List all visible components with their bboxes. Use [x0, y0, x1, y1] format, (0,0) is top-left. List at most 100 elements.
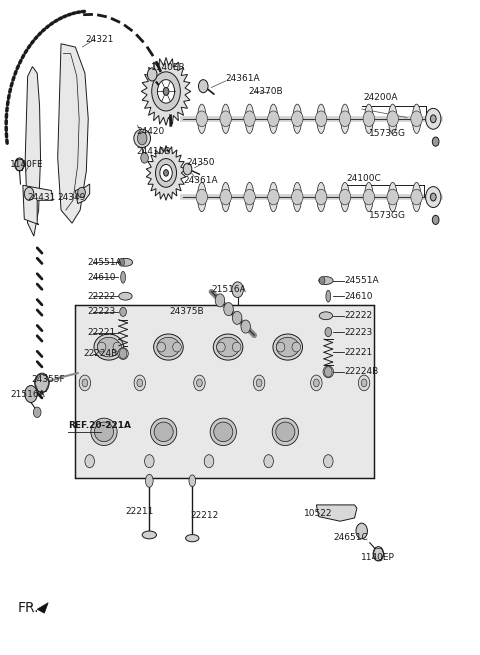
Circle shape	[78, 187, 85, 198]
Text: 21516A: 21516A	[211, 285, 246, 294]
Circle shape	[244, 111, 255, 126]
Ellipse shape	[151, 418, 177, 445]
Text: 24420: 24420	[136, 127, 165, 136]
Ellipse shape	[273, 334, 302, 360]
Circle shape	[411, 189, 422, 205]
Text: 24321: 24321	[85, 35, 113, 44]
Circle shape	[256, 379, 262, 387]
Polygon shape	[141, 58, 191, 125]
Text: 22224B: 22224B	[344, 367, 378, 377]
Circle shape	[431, 115, 436, 122]
Ellipse shape	[293, 104, 301, 134]
Circle shape	[319, 276, 325, 284]
Text: 22222: 22222	[344, 311, 372, 320]
Text: 22221: 22221	[344, 348, 372, 357]
Circle shape	[339, 111, 351, 126]
Ellipse shape	[216, 337, 240, 357]
Ellipse shape	[198, 182, 206, 212]
Text: 22223: 22223	[344, 328, 372, 337]
Circle shape	[268, 189, 279, 205]
Text: 24375B: 24375B	[169, 307, 204, 316]
Ellipse shape	[214, 422, 233, 441]
Ellipse shape	[97, 342, 106, 352]
Ellipse shape	[221, 182, 230, 212]
Text: 21516A: 21516A	[10, 390, 45, 398]
Text: 10522: 10522	[304, 509, 333, 518]
Circle shape	[431, 193, 436, 201]
Text: 24610: 24610	[344, 291, 372, 301]
Circle shape	[220, 111, 231, 126]
Ellipse shape	[276, 342, 285, 352]
Circle shape	[24, 187, 34, 200]
Circle shape	[291, 111, 303, 126]
Ellipse shape	[221, 104, 230, 134]
Polygon shape	[75, 305, 373, 477]
Circle shape	[156, 159, 177, 187]
Ellipse shape	[364, 104, 373, 134]
Ellipse shape	[341, 104, 349, 134]
Circle shape	[224, 303, 233, 316]
Circle shape	[160, 164, 172, 181]
Ellipse shape	[157, 337, 180, 357]
Text: 22224B: 22224B	[84, 349, 118, 358]
Circle shape	[196, 111, 207, 126]
Ellipse shape	[269, 104, 278, 134]
Circle shape	[35, 373, 49, 393]
Circle shape	[268, 111, 279, 126]
Circle shape	[311, 375, 322, 391]
Ellipse shape	[213, 334, 243, 360]
Circle shape	[253, 375, 265, 391]
Text: 24610: 24610	[87, 272, 116, 282]
Polygon shape	[146, 145, 186, 200]
Text: REF.20-221A: REF.20-221A	[68, 421, 131, 430]
Circle shape	[215, 294, 225, 307]
Circle shape	[199, 80, 208, 93]
Ellipse shape	[186, 534, 199, 542]
Circle shape	[426, 108, 441, 129]
Circle shape	[324, 455, 333, 468]
Polygon shape	[58, 44, 88, 223]
Circle shape	[196, 189, 207, 205]
Circle shape	[147, 68, 157, 81]
Circle shape	[315, 111, 327, 126]
Circle shape	[119, 348, 127, 359]
Text: 24200A: 24200A	[363, 94, 397, 102]
Circle shape	[157, 80, 175, 103]
Circle shape	[264, 455, 274, 468]
Circle shape	[120, 307, 126, 316]
Ellipse shape	[323, 366, 334, 378]
Ellipse shape	[134, 129, 151, 147]
Polygon shape	[25, 67, 40, 236]
Ellipse shape	[317, 182, 325, 212]
Circle shape	[82, 379, 88, 387]
Ellipse shape	[232, 342, 241, 352]
Circle shape	[197, 379, 202, 387]
Ellipse shape	[276, 422, 295, 441]
Ellipse shape	[95, 422, 114, 441]
Ellipse shape	[341, 182, 349, 212]
Circle shape	[25, 386, 37, 403]
Text: 24100C: 24100C	[346, 174, 381, 183]
Ellipse shape	[364, 182, 373, 212]
Circle shape	[411, 111, 422, 126]
Ellipse shape	[245, 104, 254, 134]
Text: FR.: FR.	[18, 601, 39, 615]
Polygon shape	[37, 603, 48, 613]
Circle shape	[432, 137, 439, 146]
Ellipse shape	[189, 475, 196, 487]
Ellipse shape	[326, 290, 331, 302]
Ellipse shape	[154, 334, 183, 360]
Text: 1140FE: 1140FE	[10, 160, 44, 169]
Ellipse shape	[388, 104, 397, 134]
Circle shape	[183, 163, 192, 175]
Ellipse shape	[145, 474, 153, 487]
Ellipse shape	[272, 418, 299, 445]
Text: 24361A: 24361A	[226, 74, 260, 83]
Text: 24551A: 24551A	[344, 276, 379, 285]
Ellipse shape	[269, 182, 278, 212]
Circle shape	[79, 375, 91, 391]
Ellipse shape	[154, 422, 173, 441]
Text: 24355F: 24355F	[31, 375, 65, 384]
Circle shape	[324, 367, 332, 377]
Circle shape	[85, 455, 95, 468]
